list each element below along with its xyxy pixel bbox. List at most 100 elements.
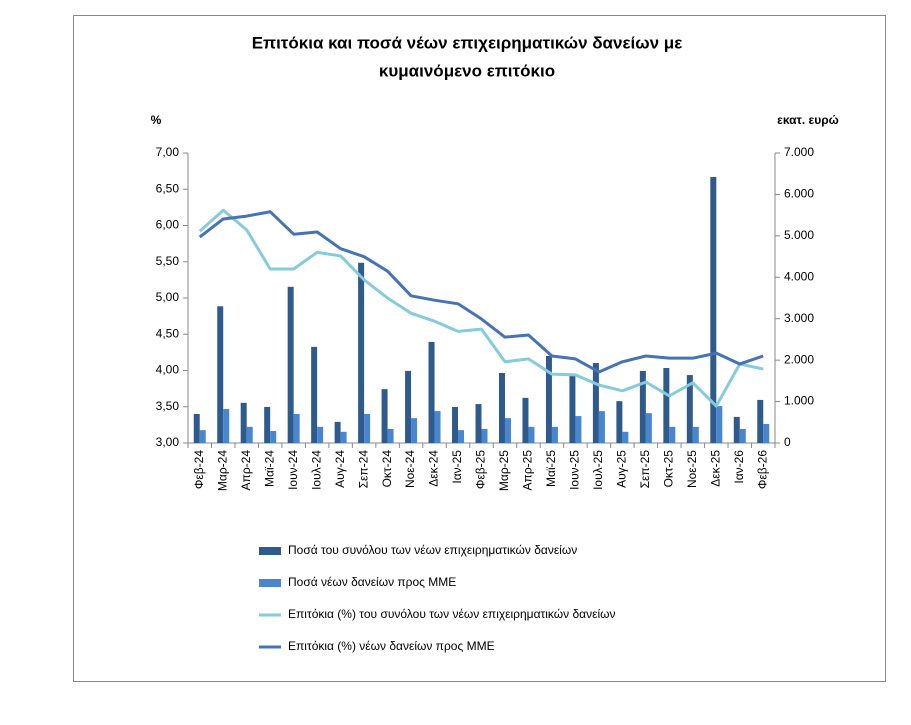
bar (223, 409, 230, 443)
bar (692, 426, 699, 443)
x-tick-label: Οκτ-24 (380, 450, 394, 488)
x-tick-label: Αυγ-24 (333, 450, 347, 488)
y2-tick-label: 0 (784, 435, 791, 449)
bar (270, 430, 277, 443)
x-tick-label: Ιουν-24 (286, 450, 300, 490)
x-tick-label: Σεπ-25 (638, 450, 652, 489)
x-tick-label: Σεπ-24 (356, 450, 370, 489)
y2-tick-label: 2.000 (784, 352, 814, 366)
bar (622, 431, 629, 443)
y-tick-label: 4,50 (156, 326, 180, 340)
bar (334, 421, 341, 443)
bar (551, 426, 558, 443)
bar (592, 363, 599, 443)
bar (387, 428, 394, 443)
x-tick-label: Ιουν-25 (568, 450, 582, 490)
x-tick-label: Απρ-24 (239, 450, 253, 491)
y-tick-label: 4,00 (156, 363, 180, 377)
y-tick-label: 5,50 (156, 254, 180, 268)
x-tick-label: Μαϊ-24 (262, 450, 276, 487)
bar (504, 418, 511, 443)
chart-title: κυμαινόμενο επιτόκιο (379, 61, 555, 80)
legend-label: Επιτόκια (%) του συνόλου των νέων επιχει… (288, 607, 616, 621)
x-tick-label: Μαρ-24 (215, 450, 229, 491)
bar (528, 426, 535, 443)
legend-swatch (259, 579, 281, 587)
bar (616, 401, 623, 443)
y2-tick-label: 5.000 (784, 228, 814, 242)
bar (428, 341, 435, 443)
bar (340, 431, 347, 443)
x-tick-label: Μαρ-25 (497, 450, 511, 491)
y-tick-label: 5,00 (156, 290, 180, 304)
bar (240, 402, 247, 443)
bar (710, 177, 717, 443)
bar (598, 411, 605, 443)
x-tick-label: Φεβ-25 (474, 450, 488, 489)
bar (739, 428, 746, 443)
bar (458, 430, 465, 443)
legend-label: Ποσά νέων δανείων προς ΜΜΕ (288, 575, 456, 589)
bar (434, 411, 441, 443)
bar (669, 426, 676, 443)
bar (264, 406, 271, 443)
chart-frame (73, 15, 886, 682)
bar (763, 423, 770, 443)
bar (293, 414, 300, 443)
bar (686, 375, 693, 443)
x-tick-label: Φεβ-26 (755, 450, 769, 489)
legend-label: Επιτόκια (%) νέων δανείων προς ΜΜΕ (288, 639, 495, 653)
line (198, 210, 764, 374)
bar (475, 404, 482, 443)
bar (193, 414, 200, 443)
bar (757, 399, 764, 443)
y-tick-label: 3,50 (156, 399, 180, 413)
x-tick-label: Μαϊ-25 (544, 450, 558, 487)
x-tick-label: Ιουλ-24 (309, 450, 323, 490)
bar (733, 416, 740, 443)
y-tick-label: 6,00 (156, 218, 180, 232)
bar (645, 413, 652, 443)
y2-tick-label: 6.000 (784, 187, 814, 201)
y-tick-label: 3,00 (156, 435, 180, 449)
x-tick-label: Δεκ-24 (427, 450, 441, 487)
bar (246, 426, 253, 443)
bar (452, 406, 459, 443)
legend-label: Ποσά του συνόλου των νέων επιχειρηματικώ… (288, 543, 577, 557)
x-tick-label: Απρ-25 (521, 450, 535, 491)
x-tick-label: Αυγ-25 (615, 450, 629, 488)
bar (639, 370, 646, 443)
y2-axis-title: εκατ. ευρώ (777, 113, 839, 127)
x-tick-label: Οκτ-25 (662, 450, 676, 488)
bar (381, 389, 388, 443)
x-tick-label: Νοε-24 (403, 450, 417, 488)
y2-tick-label: 4.000 (784, 269, 814, 283)
line (198, 208, 764, 408)
y-tick-label: 6,50 (156, 181, 180, 195)
bar (317, 426, 324, 443)
x-tick-label: Νοε-25 (685, 450, 699, 488)
bar (358, 262, 365, 443)
bar (405, 370, 412, 443)
bar (569, 375, 576, 443)
bar (663, 368, 670, 443)
y2-tick-label: 1.000 (784, 394, 814, 408)
legend-swatch (259, 547, 281, 555)
x-tick-label: Φεβ-24 (192, 450, 206, 489)
bar (522, 397, 529, 443)
bar (199, 430, 206, 443)
bar (217, 306, 224, 443)
bar (498, 372, 505, 443)
bar (287, 286, 294, 443)
bar (545, 356, 552, 443)
bar (481, 428, 488, 443)
x-tick-label: Ιαν-26 (732, 450, 746, 484)
y2-tick-label: 7.000 (784, 145, 814, 159)
y-tick-label: 7,00 (156, 145, 180, 159)
x-tick-label: Ιαν-25 (450, 450, 464, 484)
bar (364, 414, 371, 443)
bar (311, 346, 318, 443)
x-tick-label: Ιουλ-25 (591, 450, 605, 490)
y-axis-title: % (151, 113, 162, 127)
